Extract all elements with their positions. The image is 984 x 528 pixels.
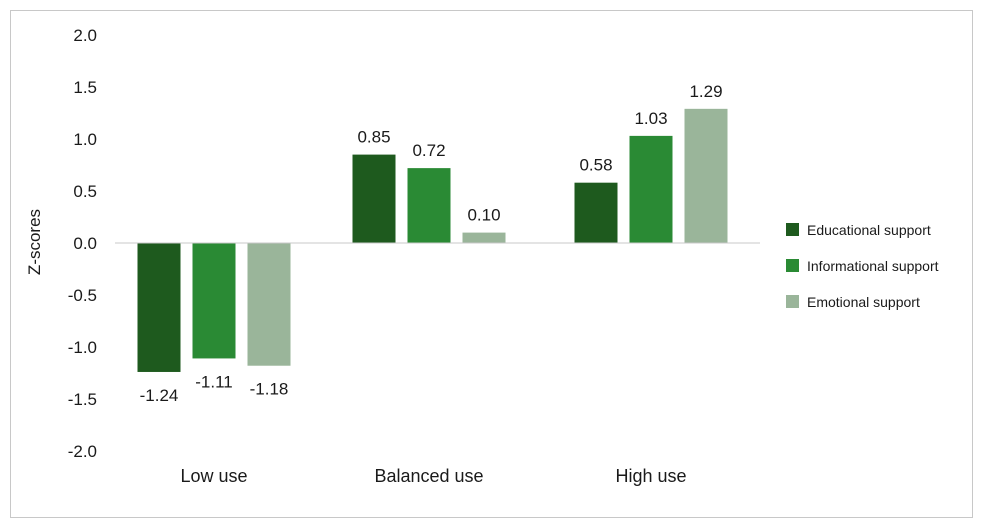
legend: Educational support Informational support… [786,222,939,310]
data-labels: -1.24 -1.11 -1.18 0.85 0.72 0.10 0.58 1.03 1.29 [140,82,723,405]
bar [684,108,728,243]
y-tick-label: -0.5 [68,286,97,305]
legend-swatch [786,223,799,236]
legend-label: Informational support [807,258,939,274]
y-tick-label: -2.0 [68,442,97,461]
legend-swatch [786,259,799,272]
x-category-label: High use [615,466,686,486]
x-category-label: Balanced use [374,466,483,486]
data-label: 1.29 [689,82,722,101]
y-tick-label: 0.5 [73,182,97,201]
y-tick-label: -1.5 [68,390,97,409]
data-label: -1.11 [195,372,233,391]
bar [407,168,451,243]
y-tick-label: 0.0 [73,234,97,253]
y-tick-label: 1.5 [73,78,97,97]
data-label: 0.85 [357,128,390,147]
data-label: 0.72 [412,141,445,160]
legend-label: Emotional support [807,294,920,310]
x-category-label: Low use [180,466,247,486]
y-tick-label: -1.0 [68,338,97,357]
bars [137,108,728,372]
legend-label: Educational support [807,222,931,238]
bar [574,182,618,243]
category-labels: Low use Balanced use High use [180,466,686,486]
y-axis-title: Z-scores [25,209,44,275]
data-label: -1.24 [140,386,179,405]
data-label: 1.03 [634,109,667,128]
bar [462,232,506,243]
y-tick-label: 2.0 [73,26,97,45]
y-axis-ticks: 2.0 1.5 1.0 0.5 0.0 -0.5 -1.0 -1.5 -2.0 [68,26,97,461]
bar [247,243,291,366]
data-label: -1.18 [250,380,289,399]
bar [192,243,236,359]
bar [352,154,396,243]
y-tick-label: 1.0 [73,130,97,149]
data-label: 0.10 [467,206,500,225]
bar [629,135,673,243]
y-axis-title-group: Z-scores [25,209,44,275]
legend-swatch [786,295,799,308]
bar [137,243,181,372]
data-label: 0.58 [579,156,612,175]
